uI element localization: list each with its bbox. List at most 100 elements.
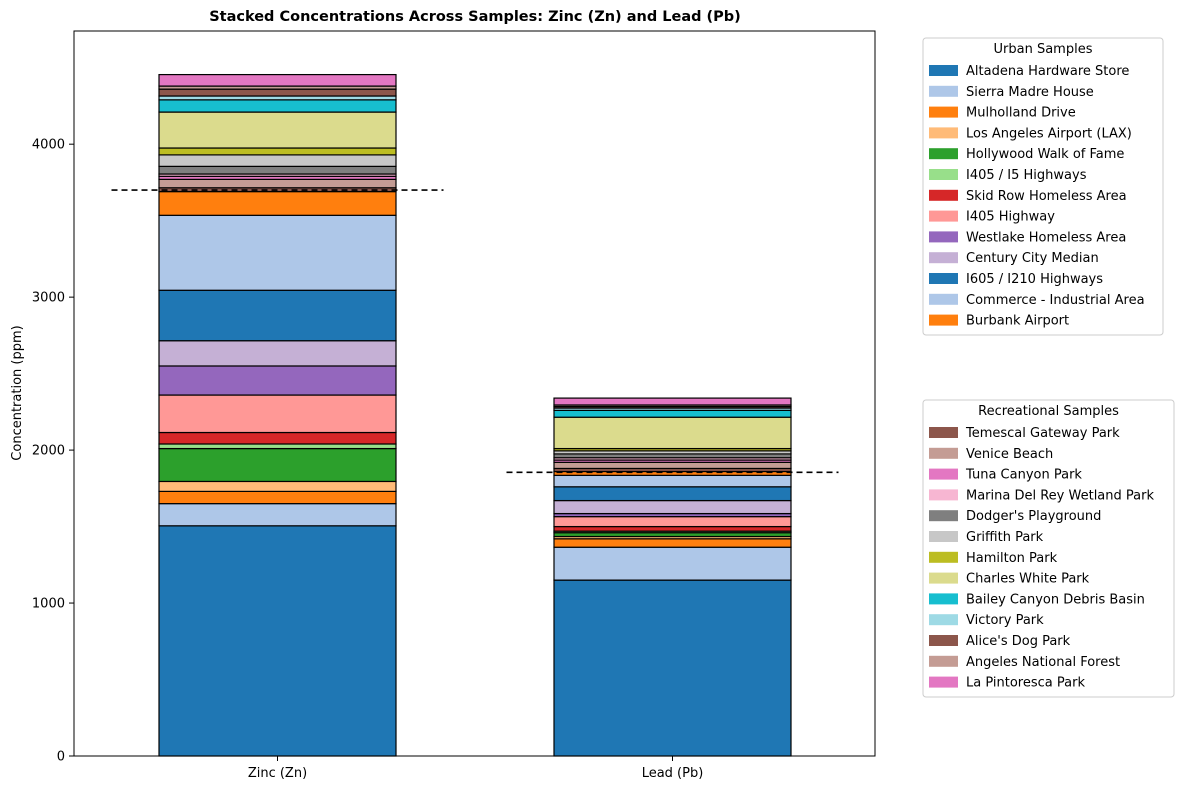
legend-entry-label: Tuna Canyon Park (965, 468, 1082, 483)
legend-entry-label: Century City Median (966, 251, 1099, 266)
bar-segment (158, 147, 397, 156)
legend-swatch (929, 593, 958, 605)
legend-entry-label: Temescal Gateway Park (965, 426, 1120, 441)
bar-segment (158, 443, 397, 450)
legend-entry-label: Charles White Park (966, 572, 1090, 587)
x-tick-label: Lead (Pb) (642, 766, 704, 781)
chart-title: Stacked Concentrations Across Samples: Z… (209, 9, 741, 25)
bar-segment (553, 474, 792, 488)
legend-swatch (929, 273, 958, 284)
legend-entry-label: Mulholland Drive (966, 106, 1076, 121)
bar-segment (158, 490, 397, 505)
x-tick-label: Zinc (Zn) (248, 766, 307, 781)
bar-segment (158, 525, 397, 757)
bar-segment (553, 546, 792, 581)
legend-entry-label: I405 Highway (966, 210, 1055, 225)
legend-swatch (929, 572, 958, 584)
legend-swatch (929, 106, 958, 118)
bar-segment (158, 154, 397, 167)
bar-segment (553, 538, 792, 548)
legend-entry-label: Marina Del Rey Wetland Park (966, 488, 1154, 503)
legend-entry-label: Griffith Park (966, 530, 1044, 545)
legend-swatch (929, 531, 958, 542)
legend-entry-label: I605 / I210 Highways (966, 272, 1103, 287)
legend-entry-label: Victory Park (966, 613, 1044, 628)
legend-swatch (929, 127, 958, 139)
legend-entry-label: Angeles National Forest (966, 655, 1120, 670)
legend-swatch (929, 252, 958, 264)
bar-segment (553, 486, 792, 502)
legend-entry-label: Hollywood Walk of Fame (966, 147, 1124, 162)
legend-swatch (929, 169, 958, 180)
legend-entry-label: Hamilton Park (966, 551, 1058, 566)
legend-entry-label: Alice's Dog Park (966, 634, 1071, 649)
legend-entry-label: Dodger's Playground (966, 509, 1101, 524)
bar-segment (553, 397, 792, 406)
bar-segment (158, 214, 397, 291)
legend-swatch (929, 447, 958, 459)
bar-segment (158, 191, 397, 216)
legend-swatch (929, 293, 958, 305)
legend-entry-label: Burbank Airport (966, 314, 1069, 329)
legend-swatch (929, 489, 958, 501)
bar-segment (553, 499, 792, 515)
legend-swatch (929, 148, 958, 160)
legend-box (922, 37, 1164, 336)
legend-swatch (929, 655, 958, 667)
bar-segment (158, 340, 397, 367)
legend-swatch (929, 676, 958, 688)
legend-title: Recreational Samples (978, 404, 1119, 419)
legend-swatch (929, 210, 958, 222)
bar-segment (158, 165, 397, 175)
bar-segment (158, 111, 397, 149)
legend-entry-label: Westlake Homeless Area (966, 230, 1126, 245)
legend-entry-label: I405 / I5 Highways (966, 168, 1087, 183)
y-axis-label: Concentration (ppm) (10, 325, 25, 460)
bar-segment (158, 394, 397, 434)
bar-segment (158, 88, 397, 97)
bar-segment (158, 431, 397, 445)
legend-swatch (929, 468, 958, 480)
bar-segment (158, 289, 397, 342)
legend-entry-label: Sierra Madre House (966, 85, 1094, 100)
legend-swatch (929, 65, 958, 76)
bar-segment (158, 178, 397, 189)
legend-entry-label: Venice Beach (966, 447, 1053, 462)
legend-entry-label: Bailey Canyon Debris Basin (966, 592, 1145, 607)
y-tick-label: 0 (57, 750, 65, 765)
legend-entry-label: Los Angeles Airport (LAX) (966, 126, 1132, 141)
legend-swatch (929, 314, 958, 326)
y-tick-label: 3000 (32, 291, 65, 306)
bar-segment (553, 409, 792, 418)
y-tick-label: 2000 (32, 444, 65, 459)
bar-segment (553, 461, 792, 470)
legend-entry-label: Skid Row Homeless Area (966, 189, 1127, 204)
legends: Urban Samples Altadena Hardware Store Sier… (922, 37, 1175, 698)
legend-swatch (929, 231, 958, 243)
bar-segment (553, 416, 792, 450)
legend-entry-label: Altadena Hardware Store (966, 64, 1129, 79)
bar-segment (158, 480, 397, 492)
legend-box (922, 399, 1175, 698)
bar-segment (553, 579, 792, 757)
legend-entry-label: La Pintoresca Park (966, 676, 1085, 691)
bar-segment (158, 99, 397, 113)
bar-segment (553, 525, 792, 532)
bar-segment (158, 447, 397, 483)
y-tick-label: 1000 (32, 597, 65, 612)
legend-swatch (929, 551, 958, 563)
plot-frame (73, 30, 876, 757)
bar-segment (158, 503, 397, 527)
bar-segment (158, 73, 397, 87)
legend-entry-label: Commerce - Industrial Area (966, 293, 1145, 308)
legend-swatch (929, 635, 958, 646)
legend-swatch (929, 510, 958, 522)
bar-segment (553, 516, 792, 528)
plot-area: 0 1000 2000 3000 4000 Zinc (Zn) Lead (Pb) (32, 30, 876, 781)
legend-title: Urban Samples (994, 42, 1093, 57)
y-tick-label: 4000 (32, 138, 65, 153)
legend-swatch (929, 189, 958, 201)
legend-swatch (929, 427, 958, 438)
